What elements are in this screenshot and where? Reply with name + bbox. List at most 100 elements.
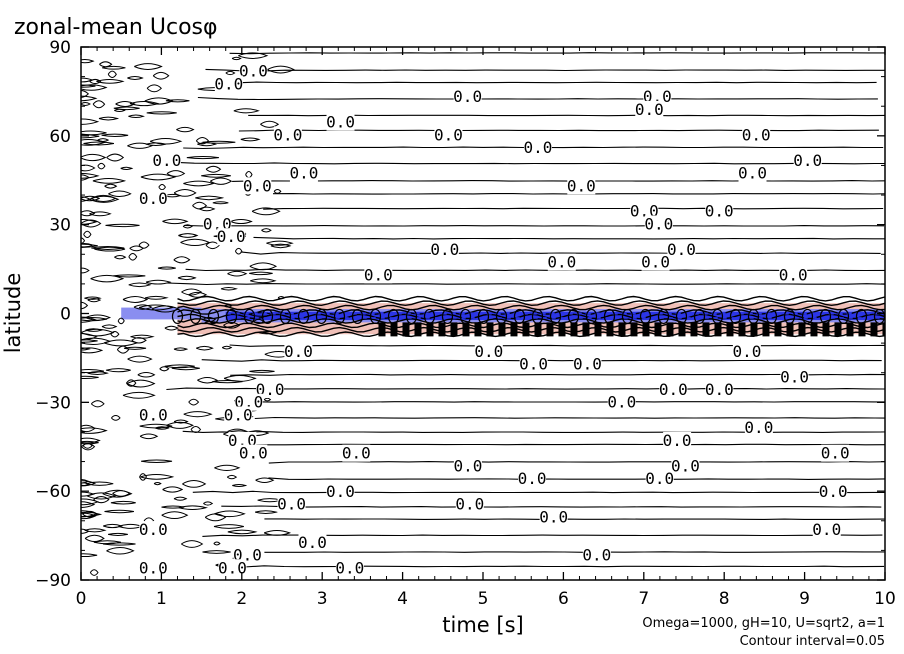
contour-line [234,400,885,403]
contour-label-mask [326,482,355,500]
contour-label-mask [430,240,459,258]
noise-contour [266,240,294,246]
equatorial-dense-block [630,322,638,337]
noise-contour [188,291,208,298]
equatorial-dense-block [882,322,885,337]
noise-contour [90,274,125,283]
noise-contour [161,505,185,509]
noise-contour [166,421,194,429]
y-tick-label: −30 [35,393,71,413]
equatorial-dense-block [690,322,698,337]
contour-label: 0.0 [139,558,168,577]
noise-contour [104,509,134,514]
equatorial-contour [177,304,885,311]
equatorial-dense-block [618,322,626,337]
noise-contour [144,295,169,300]
x-tick-label: 6 [558,589,569,609]
noise-contour [161,511,189,520]
x-axis-label: time [s] [442,613,523,637]
equatorial-dense-block [498,322,506,337]
equatorial-loop [765,308,778,325]
noise-contour [178,233,199,238]
noise-contour [81,102,91,106]
contour-label: 0.0 [667,240,696,259]
contour-label: 0.0 [518,469,547,488]
contour-label: 0.0 [607,393,636,412]
contour-label-mask [273,126,302,144]
noise-contour [220,287,238,291]
equatorial-loop [315,308,328,325]
noise-contour [129,245,144,252]
contour-line [197,96,878,101]
noise-contour [122,296,149,303]
contour-label: 0.0 [453,87,482,106]
noise-contour [145,279,172,285]
noise-contour [139,473,147,481]
noise-contour [125,379,137,387]
equatorial-loop [351,308,364,325]
noise-contour [94,246,126,252]
noise-contour [105,368,131,373]
equatorial-dense-block [522,322,530,337]
contour-line [221,505,882,508]
noise-contour [139,433,159,440]
equatorial-loop [693,308,706,325]
noise-contour [188,398,200,406]
noise-contour [114,255,127,260]
noise-contour [81,118,100,125]
noise-contour [251,207,281,216]
noise-contour [263,397,272,402]
equatorial-dense-block [510,322,518,337]
noise-contour [87,297,102,303]
noise-contour [162,486,184,493]
noise-contour [81,339,98,343]
noise-contour [130,334,155,339]
noise-contour [91,246,125,250]
equatorial-contour [177,317,885,324]
noise-contour [81,427,108,434]
contour-line [254,416,885,420]
contour-label: 0.0 [582,546,611,565]
equatorial-contour [177,295,885,302]
equatorial-loop [513,308,526,325]
noise-contour [212,201,229,205]
noise-contour [89,569,99,576]
equatorial-dense-block [822,322,830,337]
contour-label-mask [474,342,503,360]
noise-contour [190,425,202,433]
contour-line [174,161,885,165]
noise-contour [103,523,124,529]
equatorial-loop [279,308,292,325]
noise-contour [111,415,121,421]
noise-contour [81,480,97,487]
noise-contour [192,201,208,210]
noise-contour [93,496,110,504]
noise-contour [112,274,146,278]
noise-contour [214,510,246,518]
equatorial-loop [189,308,202,325]
noise-contour [233,108,260,114]
noise-contour [108,190,132,198]
contour-label-mask [152,151,181,169]
equatorial-dense-block [474,322,482,337]
contour-label: 0.0 [659,380,688,399]
contour-label: 0.0 [474,342,503,361]
equatorial-dense-block [378,322,386,337]
contour-line [268,461,885,464]
noise-contour [81,424,96,433]
x-tick-label: 0 [76,589,87,609]
contour-label: 0.0 [139,189,168,208]
x-tick-label: 5 [478,589,489,609]
noise-contour [254,510,279,514]
contour-label: 0.0 [547,253,576,272]
noise-contour [177,275,197,281]
x-tick-label: 8 [719,589,730,609]
noise-contour [141,459,173,463]
equatorial-dense-block [666,322,674,337]
equatorial-loop [585,308,598,325]
contour-label: 0.0 [573,355,602,374]
contour-label: 0.0 [663,431,692,450]
equatorial-loop [729,308,742,325]
noise-contour [183,180,215,187]
